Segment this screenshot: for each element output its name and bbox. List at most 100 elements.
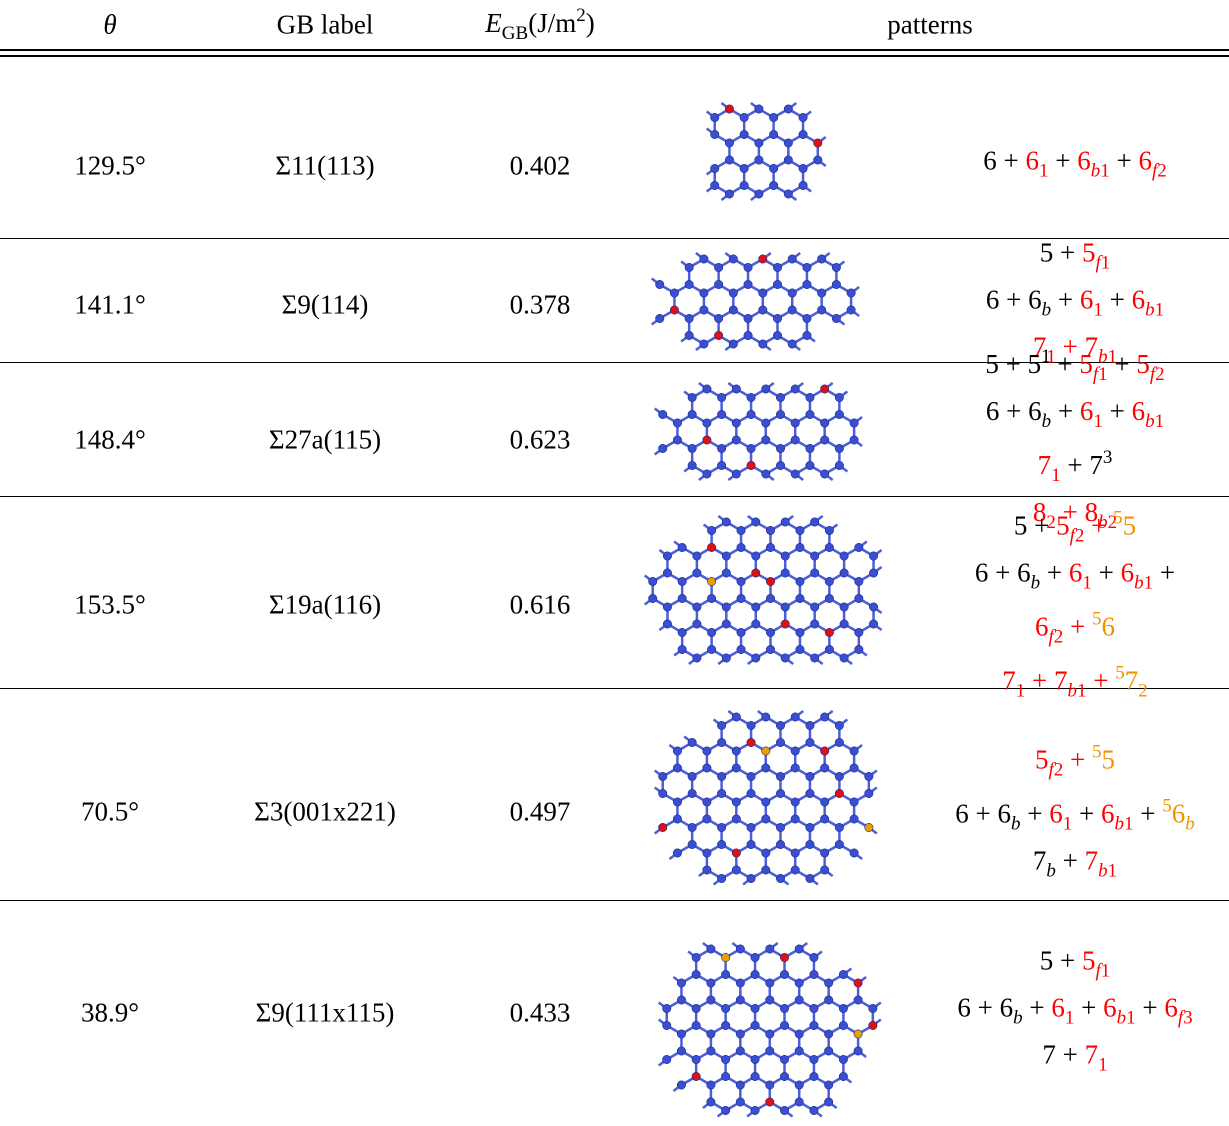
patterns: 5 + 5f16 + 6b + 61 + 6b1 + 6f37 + 71	[957, 943, 1192, 1084]
pattern-token: 6	[1164, 993, 1178, 1023]
atom	[700, 340, 708, 348]
pattern-token: +	[1056, 1040, 1085, 1070]
pattern-token: 7	[1085, 846, 1099, 876]
atom	[780, 953, 788, 961]
atom	[721, 1021, 729, 1029]
atom	[766, 628, 774, 636]
atom	[678, 577, 686, 585]
atom	[776, 393, 784, 401]
atom	[769, 130, 777, 138]
atom	[796, 594, 804, 602]
atom	[692, 1072, 700, 1080]
atom	[788, 255, 796, 263]
atom	[803, 263, 811, 271]
atom	[769, 164, 777, 172]
atom	[855, 577, 863, 585]
pattern-token: f1	[1095, 253, 1110, 274]
atom	[751, 1004, 759, 1012]
atom	[717, 721, 725, 729]
atom	[865, 789, 873, 797]
atom	[762, 866, 770, 874]
atom	[673, 747, 681, 755]
pattern-token: 1	[1041, 346, 1051, 367]
pattern-token: +	[1021, 799, 1050, 829]
atom	[847, 306, 855, 314]
pattern-token: +	[1051, 349, 1080, 379]
pattern-token: 5	[1092, 742, 1102, 763]
pattern-token: +	[1056, 846, 1085, 876]
atom	[799, 164, 807, 172]
atom	[688, 444, 696, 452]
pattern-token: 6	[1049, 799, 1063, 829]
atom	[688, 461, 696, 469]
pattern-token: 1	[1039, 161, 1049, 182]
atom	[839, 970, 847, 978]
patterns: 6 + 61 + 6b1 + 6f2	[983, 143, 1166, 190]
atom	[717, 393, 725, 401]
atom	[795, 996, 803, 1004]
atom	[791, 764, 799, 772]
pattern-token: f2	[1048, 760, 1063, 781]
atom	[810, 953, 818, 961]
pattern-token: +	[1040, 558, 1069, 588]
atom	[776, 738, 784, 746]
pattern-token: 6	[1028, 396, 1042, 426]
pattern-token: b	[1185, 814, 1195, 835]
pattern-token: b	[1011, 814, 1021, 835]
pattern-token: 1	[1098, 1055, 1108, 1076]
pattern-line: 71 + 7b1 + 572	[975, 656, 1175, 710]
structure-image	[645, 242, 865, 357]
pattern-token: 5	[1092, 609, 1102, 630]
atom	[806, 444, 814, 452]
atom	[747, 393, 755, 401]
atom	[703, 470, 711, 478]
atom	[700, 255, 708, 263]
pattern-token: b	[1031, 573, 1041, 594]
pattern-token: +	[1110, 146, 1139, 176]
pattern-line: 7b + 7b1	[955, 843, 1194, 890]
pattern-token: 3	[1103, 447, 1113, 468]
atom	[810, 1072, 818, 1080]
atom	[869, 1021, 877, 1029]
atom	[714, 314, 722, 322]
atom	[825, 543, 833, 551]
pattern-token: f1	[1095, 961, 1110, 982]
cell-label: Σ19a(116)	[269, 590, 381, 621]
atom	[776, 444, 784, 452]
atom	[820, 815, 828, 823]
atom	[796, 577, 804, 585]
atom	[722, 654, 730, 662]
atom	[769, 181, 777, 189]
atom	[685, 331, 693, 339]
atom	[799, 181, 807, 189]
pattern-token: +	[971, 993, 1000, 1023]
pattern-token: f2	[1070, 526, 1085, 547]
atom	[725, 156, 733, 164]
atom	[799, 113, 807, 121]
atom	[663, 1021, 671, 1029]
atom	[840, 654, 848, 662]
atom	[850, 436, 858, 444]
atom	[847, 289, 855, 297]
atom	[707, 1081, 715, 1089]
atom	[766, 543, 774, 551]
atom	[840, 603, 848, 611]
atom	[678, 645, 686, 653]
pattern-token: 6	[986, 396, 1000, 426]
atom	[766, 594, 774, 602]
atom	[722, 569, 730, 577]
atom	[796, 628, 804, 636]
atom	[688, 738, 696, 746]
atom	[781, 569, 789, 577]
atom	[673, 419, 681, 427]
header-patterns: patterns	[887, 10, 972, 41]
atom	[649, 594, 657, 602]
pattern-token: 1	[1063, 814, 1073, 835]
pattern-line: 6 + 6b + 61 + 6b1	[985, 393, 1164, 440]
atom	[854, 1047, 862, 1055]
atom	[806, 461, 814, 469]
atom	[806, 410, 814, 418]
pattern-token: +	[1153, 558, 1175, 588]
pattern-token: 1	[1065, 1008, 1075, 1029]
pattern-token: +	[1063, 612, 1092, 642]
